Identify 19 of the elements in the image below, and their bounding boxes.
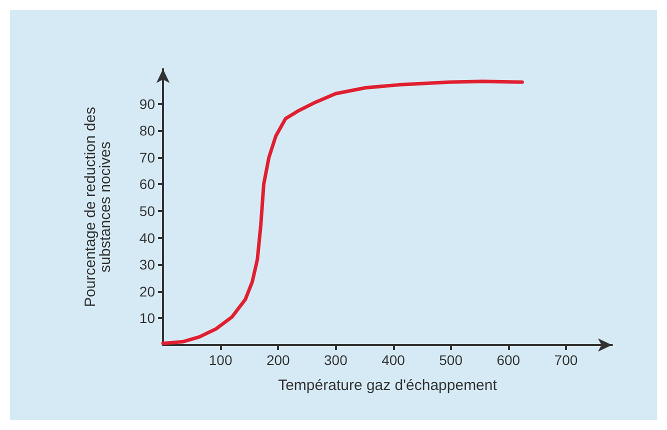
y-tick-label: 70: [139, 149, 156, 166]
y-tick-label: 20: [139, 283, 156, 300]
x-tick-label: 500: [439, 352, 463, 368]
x-tick-label: 100: [208, 352, 232, 368]
y-axis-title: Pourcentage de reduction des substances nocives: [82, 106, 114, 308]
y-tick-label: 80: [139, 122, 156, 139]
y-tick-label: 10: [139, 310, 156, 326]
x-tick-label: 300: [324, 352, 348, 368]
x-tick-label: 400: [382, 352, 406, 368]
y-tick-label: 40: [139, 230, 156, 246]
x-tick-label: 200: [266, 352, 290, 368]
line-series: [161, 80, 524, 346]
y-tick-label: 60: [139, 176, 156, 192]
y-tick-label: 50: [139, 203, 156, 220]
y-tick-label: 90: [139, 96, 156, 112]
x-tick-label: 600: [496, 352, 520, 368]
x-tick-label: 700: [554, 352, 578, 368]
y-tick-label: 30: [139, 256, 156, 273]
x-axis-title: Température gaz d'échappement: [278, 377, 498, 394]
